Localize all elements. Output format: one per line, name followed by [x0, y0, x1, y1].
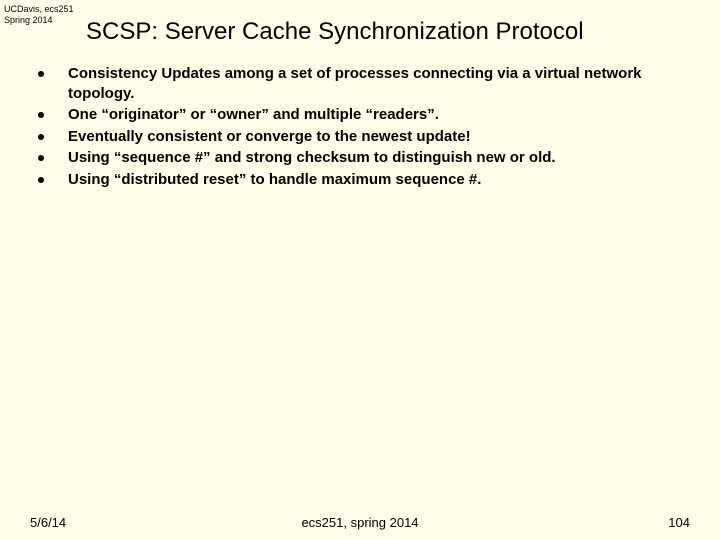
bullet-icon [38, 155, 44, 161]
list-item: One “originator” or “owner” and multiple… [38, 105, 694, 125]
bullet-text: One “originator” or “owner” and multiple… [68, 105, 439, 125]
footer: 5/6/14 ecs251, spring 2014 104 [0, 515, 720, 530]
bullet-icon [38, 71, 44, 77]
footer-page: 104 [630, 515, 690, 530]
list-item: Eventually consistent or converge to the… [38, 127, 694, 147]
list-item: Consistency Updates among a set of proce… [38, 64, 694, 103]
header-label: UCDavis, ecs251 Spring 2014 [4, 4, 74, 26]
bullet-text: Eventually consistent or converge to the… [68, 127, 471, 147]
bullet-icon [38, 112, 44, 118]
bullet-icon [38, 134, 44, 140]
bullet-text: Using “sequence #” and strong checksum t… [68, 148, 556, 168]
bullet-list: Consistency Updates among a set of proce… [38, 64, 694, 191]
bullet-icon [38, 177, 44, 183]
bullet-text: Consistency Updates among a set of proce… [68, 64, 694, 103]
page-title: SCSP: Server Cache Synchronization Proto… [86, 18, 584, 46]
list-item: Using “sequence #” and strong checksum t… [38, 148, 694, 168]
course-line: UCDavis, ecs251 [4, 4, 74, 15]
list-item: Using “distributed reset” to handle maxi… [38, 170, 694, 190]
footer-date: 5/6/14 [30, 515, 90, 530]
term-line: Spring 2014 [4, 15, 74, 26]
bullet-text: Using “distributed reset” to handle maxi… [68, 170, 481, 190]
footer-center: ecs251, spring 2014 [90, 515, 630, 530]
